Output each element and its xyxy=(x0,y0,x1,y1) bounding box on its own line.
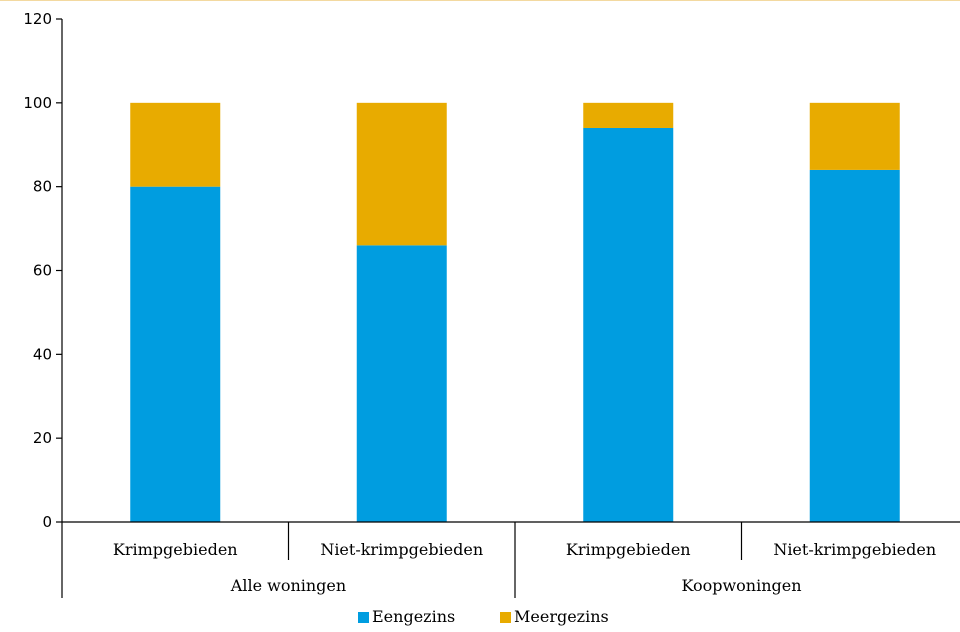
bar-eengezins-1 xyxy=(130,186,221,522)
group-label: Alle woningen xyxy=(230,576,346,595)
y-tick-label: 20 xyxy=(33,429,52,447)
category-label: Krimpgebieden xyxy=(566,540,691,559)
bar-eengezins-3 xyxy=(583,127,674,522)
y-tick-label: 120 xyxy=(23,10,52,28)
bar-eengezins-4 xyxy=(809,169,900,522)
bar-eengezins-2 xyxy=(356,245,447,522)
legend-swatch-meergezins xyxy=(500,612,511,623)
legend-label: Eengezins xyxy=(372,607,455,626)
y-tick-label: 100 xyxy=(23,94,52,112)
legend-label: Meergezins xyxy=(514,607,609,626)
legend-swatch-eengezins xyxy=(358,612,369,623)
legend: Eengezins Meergezins xyxy=(358,607,609,626)
group-label: Koopwoningen xyxy=(681,576,801,595)
x-axis: Krimpgebieden Niet-krimpgebieden Krimpgebi… xyxy=(61,521,960,598)
bar-meergezins-1 xyxy=(130,102,221,187)
bar-meergezins-4 xyxy=(809,102,900,170)
y-tick-label: 80 xyxy=(33,178,52,196)
y-tick-label: 0 xyxy=(42,513,52,531)
bars xyxy=(130,102,900,522)
category-label: Niet-krimpgebieden xyxy=(773,540,936,559)
y-tick-label: 60 xyxy=(33,262,52,280)
category-label: Niet-krimpgebieden xyxy=(320,540,483,559)
y-axis: 0 20 40 60 80 100 120 xyxy=(23,10,63,531)
y-tick-label: 40 xyxy=(33,345,52,363)
bar-meergezins-2 xyxy=(356,102,447,246)
bar-meergezins-3 xyxy=(583,102,674,128)
category-label: Krimpgebieden xyxy=(113,540,238,559)
